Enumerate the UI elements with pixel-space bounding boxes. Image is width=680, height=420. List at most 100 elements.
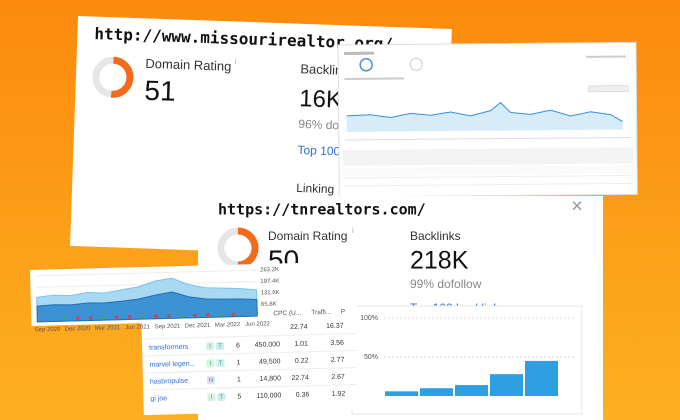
- bar: [420, 388, 453, 396]
- text-line: [344, 51, 375, 55]
- event-marker: [76, 316, 80, 320]
- x-tick-label: Sep 2020: [35, 327, 62, 334]
- x-tick-label: Jun 2021: [125, 324, 150, 331]
- keyword-link[interactable]: transformers: [149, 344, 189, 352]
- y-tick-label: 50%: [364, 354, 378, 361]
- y-tick-label: 65.8K: [261, 302, 277, 308]
- bar: [490, 374, 523, 396]
- intent-badge: [217, 392, 226, 402]
- y-tick-label: 100%: [360, 315, 378, 322]
- event-marker: [154, 314, 158, 318]
- x-tick-label: Dec 2021: [185, 323, 211, 330]
- divider: [343, 182, 634, 187]
- cell: 5: [237, 393, 241, 400]
- intent-label: I: [209, 344, 211, 350]
- dr-label: Domain Rating: [145, 56, 231, 74]
- intent-label: T: [218, 344, 222, 350]
- y-tick-label: 197.4K: [260, 279, 279, 285]
- cell: 16.37: [326, 323, 344, 330]
- backlinks-label: Backlin: [300, 61, 342, 77]
- event-marker: [128, 315, 132, 319]
- cell: 1: [236, 359, 240, 366]
- event-marker: [180, 314, 184, 318]
- cell: 1.92: [332, 391, 346, 398]
- bar: [455, 385, 488, 396]
- event-marker: [167, 314, 171, 318]
- column-header: CPC (U...: [273, 310, 301, 318]
- intent-badge: [216, 358, 225, 368]
- icon: [409, 57, 423, 71]
- event-marker: [193, 313, 197, 317]
- keyword-link[interactable]: marvel legen...: [149, 361, 195, 369]
- intent-badge: [206, 376, 216, 385]
- info-icon: i: [234, 57, 236, 66]
- backlinks-value: 16K: [299, 85, 343, 113]
- backlinks-label: Backlinks: [410, 229, 461, 243]
- intent-badge: [206, 359, 215, 368]
- cell: 1.01: [294, 341, 308, 348]
- event-marker: [63, 317, 67, 321]
- intent-label: T: [219, 361, 223, 367]
- event-marker: [115, 315, 119, 319]
- toolbar: [588, 85, 629, 93]
- bar: [385, 391, 418, 396]
- x-tick-label: Mar 2021: [95, 325, 121, 332]
- x-tick-label: Dec 2020: [65, 326, 91, 333]
- event-marker: [89, 316, 93, 320]
- row-divider: [144, 349, 358, 357]
- intent-label: I: [210, 395, 212, 401]
- event-marker: [206, 313, 210, 317]
- cell: 14,800: [259, 375, 281, 383]
- cell: 110,000: [256, 392, 281, 400]
- intent-label: T: [219, 395, 223, 401]
- icon: [359, 58, 373, 72]
- y-tick-label: 263.2K: [260, 267, 279, 273]
- divider: [343, 174, 634, 179]
- bar: [525, 360, 558, 396]
- x-tick-label: Jun 2022: [245, 321, 270, 328]
- event-marker: [141, 315, 145, 319]
- intent-label: N: [209, 378, 213, 384]
- column-header: Traffi...: [311, 309, 331, 317]
- intent-label: I: [210, 361, 212, 367]
- cell: 6: [236, 342, 240, 349]
- top-link[interactable]: Top 100: [297, 143, 340, 158]
- event-marker: [232, 312, 236, 316]
- keywords-card: 263.2K 197.4K 131.6K 65.8K Sep 2020 Dec 2020 M…: [30, 261, 359, 416]
- distribution-panel: [351, 305, 583, 415]
- intent-badge: [207, 393, 216, 402]
- cell: 1: [237, 376, 241, 383]
- table-row: [343, 165, 634, 176]
- row-divider: [144, 366, 358, 374]
- column-header: P: [341, 308, 346, 315]
- keyword-link[interactable]: gi joe: [150, 395, 167, 402]
- divider: [344, 136, 631, 141]
- x-tick-label: Mar 2022: [215, 322, 241, 329]
- cell: 2.67: [331, 374, 345, 381]
- traffic-area: [36, 291, 258, 323]
- cell: 450,000: [255, 341, 281, 349]
- row-divider: [143, 332, 357, 340]
- dr-value: 51: [144, 75, 176, 107]
- cell: 3.56: [330, 340, 344, 347]
- text-line: [586, 55, 627, 58]
- linking-label: Linking: [296, 181, 334, 196]
- grid-line: [36, 269, 257, 277]
- backlinks-value: 218K: [410, 247, 469, 275]
- cell: 0.22: [295, 358, 309, 365]
- cell: 22.74: [291, 375, 309, 382]
- keyword-link[interactable]: hasbropulse: [150, 378, 188, 386]
- traffic-area: [346, 102, 623, 132]
- info-icon: i: [352, 226, 354, 235]
- table-header: [342, 147, 634, 166]
- event-marker: [219, 312, 223, 317]
- close-button[interactable]: ×: [571, 195, 583, 217]
- event-marker: [102, 316, 106, 320]
- text-line: [344, 77, 405, 80]
- site-url: https://tnrealtors.com/: [218, 201, 426, 219]
- dr-label: Domain Rating: [268, 229, 347, 243]
- cell: 2.77: [331, 357, 345, 364]
- cell: 22.74: [290, 324, 308, 331]
- analytics-screenshot: [337, 41, 638, 198]
